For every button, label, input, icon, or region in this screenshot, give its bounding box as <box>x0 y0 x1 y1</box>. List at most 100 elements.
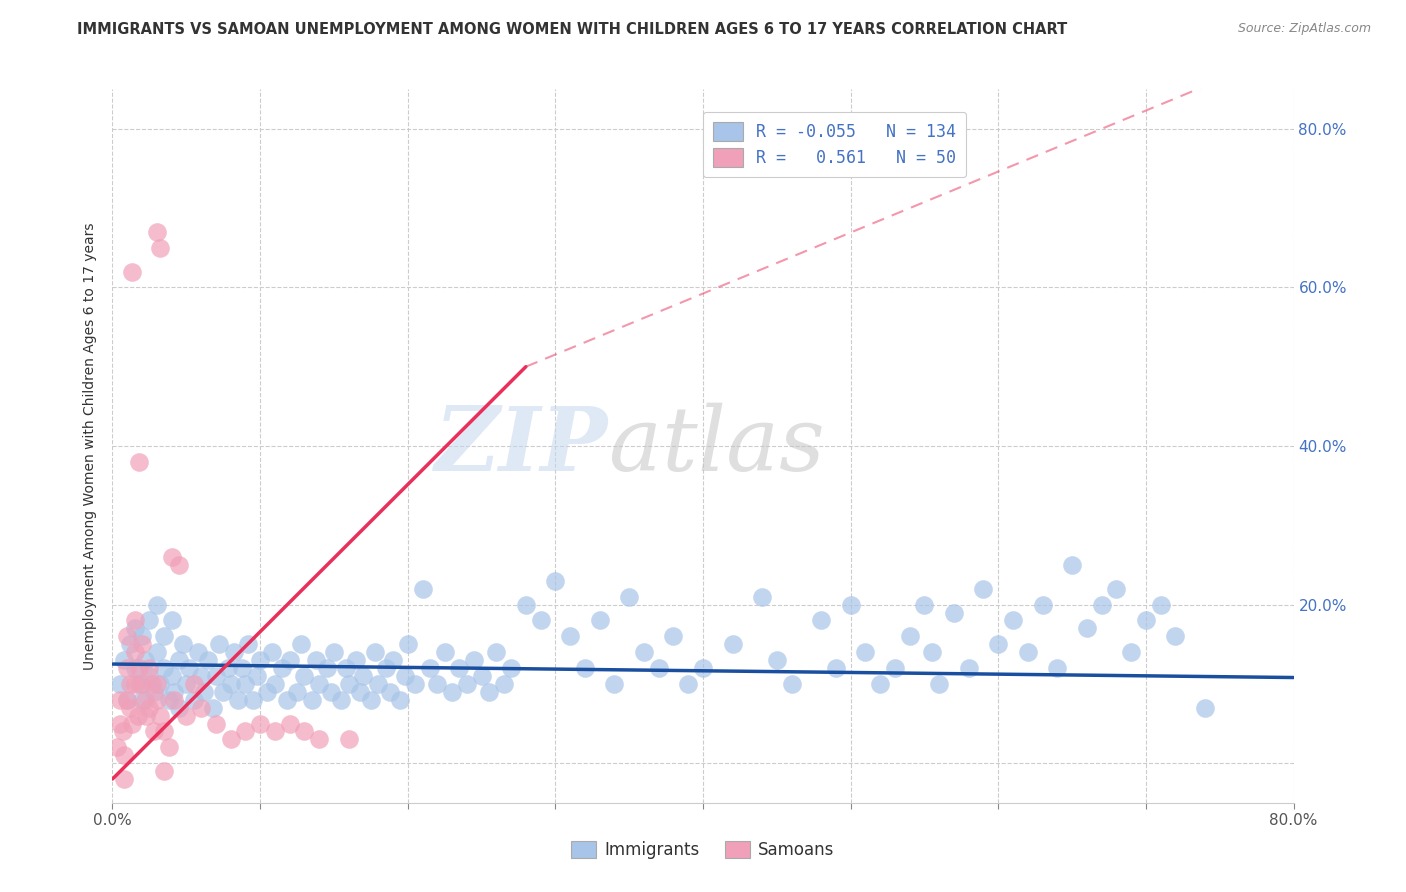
Point <box>633 645 655 659</box>
Point <box>323 645 346 659</box>
Point <box>766 653 789 667</box>
Point <box>256 685 278 699</box>
Point <box>142 685 165 699</box>
Legend: Immigrants, Samoans: Immigrants, Samoans <box>565 834 841 866</box>
Point <box>153 724 176 739</box>
Point <box>205 716 228 731</box>
Point <box>172 637 194 651</box>
Point <box>1135 614 1157 628</box>
Point <box>290 637 312 651</box>
Point <box>149 677 172 691</box>
Point <box>233 724 256 739</box>
Point <box>470 669 494 683</box>
Point <box>364 645 387 659</box>
Point <box>378 685 401 699</box>
Point <box>163 685 186 699</box>
Point <box>120 677 142 691</box>
Point <box>105 740 128 755</box>
Point <box>153 764 176 778</box>
Point <box>242 692 264 706</box>
Point <box>914 598 936 612</box>
Point <box>193 685 215 699</box>
Point <box>278 653 301 667</box>
Point <box>869 677 891 691</box>
Point <box>884 661 907 675</box>
Point <box>751 590 773 604</box>
Point <box>160 669 183 683</box>
Point <box>238 637 260 651</box>
Point <box>167 558 190 572</box>
Point <box>260 645 283 659</box>
Point <box>124 614 146 628</box>
Point <box>404 677 426 691</box>
Point <box>315 661 337 675</box>
Point <box>249 716 271 731</box>
Point <box>1032 598 1054 612</box>
Point <box>824 661 846 675</box>
Point <box>721 637 744 651</box>
Point <box>138 669 160 683</box>
Point <box>190 700 212 714</box>
Point <box>1001 614 1024 628</box>
Point <box>501 661 523 675</box>
Point <box>544 574 567 588</box>
Point <box>153 661 176 675</box>
Point <box>574 661 596 675</box>
Point <box>138 614 160 628</box>
Point <box>108 692 131 706</box>
Point <box>121 264 143 278</box>
Point <box>208 637 231 651</box>
Point <box>344 653 367 667</box>
Point <box>120 700 142 714</box>
Point <box>678 677 700 691</box>
Point <box>219 677 242 691</box>
Point <box>588 614 610 628</box>
Point <box>157 740 180 755</box>
Point <box>456 677 478 691</box>
Point <box>163 692 186 706</box>
Point <box>149 241 172 255</box>
Point <box>352 669 374 683</box>
Point <box>692 661 714 675</box>
Point <box>222 645 245 659</box>
Point <box>810 614 832 628</box>
Point <box>394 669 416 683</box>
Point <box>149 708 172 723</box>
Point <box>942 606 965 620</box>
Point <box>449 661 471 675</box>
Point <box>131 637 153 651</box>
Point <box>205 669 228 683</box>
Point <box>124 661 146 675</box>
Point <box>973 582 995 596</box>
Point <box>1062 558 1084 572</box>
Point <box>1017 645 1039 659</box>
Point <box>1119 645 1142 659</box>
Point <box>131 692 153 706</box>
Point <box>146 677 169 691</box>
Point <box>360 692 382 706</box>
Point <box>197 653 219 667</box>
Point <box>212 685 235 699</box>
Point <box>1105 582 1128 596</box>
Point <box>135 708 157 723</box>
Point <box>190 669 212 683</box>
Point <box>1046 661 1069 675</box>
Point <box>485 645 508 659</box>
Point <box>138 661 160 675</box>
Point <box>117 692 138 706</box>
Point <box>855 645 877 659</box>
Point <box>367 677 389 691</box>
Point <box>319 685 342 699</box>
Point <box>124 677 146 691</box>
Point <box>153 629 176 643</box>
Point <box>112 772 135 786</box>
Point <box>128 455 150 469</box>
Point <box>108 716 131 731</box>
Point <box>138 700 160 714</box>
Point <box>201 700 224 714</box>
Point <box>433 645 456 659</box>
Point <box>264 724 287 739</box>
Point <box>183 692 205 706</box>
Point <box>128 661 150 675</box>
Point <box>146 645 169 659</box>
